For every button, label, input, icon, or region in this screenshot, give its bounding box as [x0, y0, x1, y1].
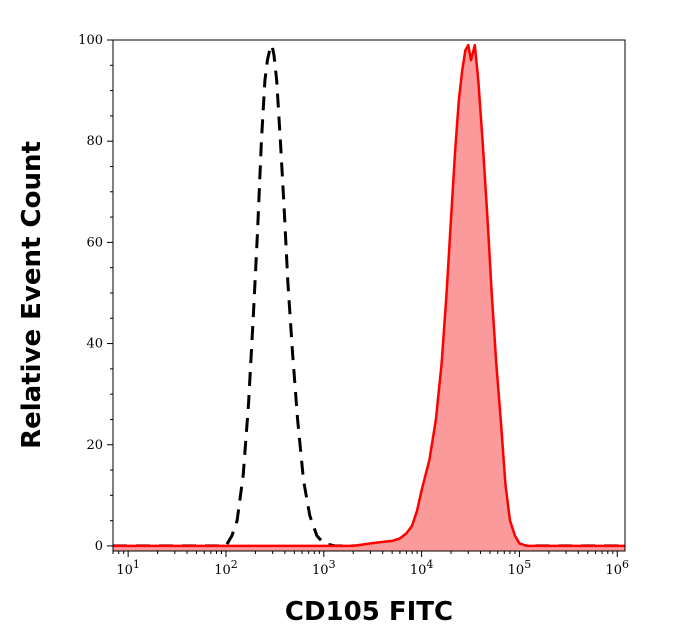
y-tick-label: 60 [86, 235, 103, 250]
series-2-area [113, 45, 625, 551]
x-tick-label: 105 [508, 558, 532, 578]
series-1-line [113, 43, 625, 548]
y-axis-title: Relative Event Count [17, 141, 47, 449]
x-tick-label: 102 [214, 558, 238, 578]
y-tick-label: 80 [86, 134, 103, 149]
x-tick-label: 104 [410, 558, 434, 578]
plot-frame [112, 39, 626, 552]
y-tick-label: 20 [86, 438, 103, 453]
y-tick-label: 0 [95, 539, 103, 554]
x-axis-title: CD105 FITC [285, 597, 453, 627]
x-tick-label: 106 [605, 558, 629, 578]
x-tick-label: 103 [312, 558, 336, 578]
x-tick-label: 101 [116, 558, 140, 578]
y-tick-label: 100 [78, 33, 103, 48]
series-2-line [113, 43, 625, 548]
y-tick-label: 40 [86, 337, 103, 352]
